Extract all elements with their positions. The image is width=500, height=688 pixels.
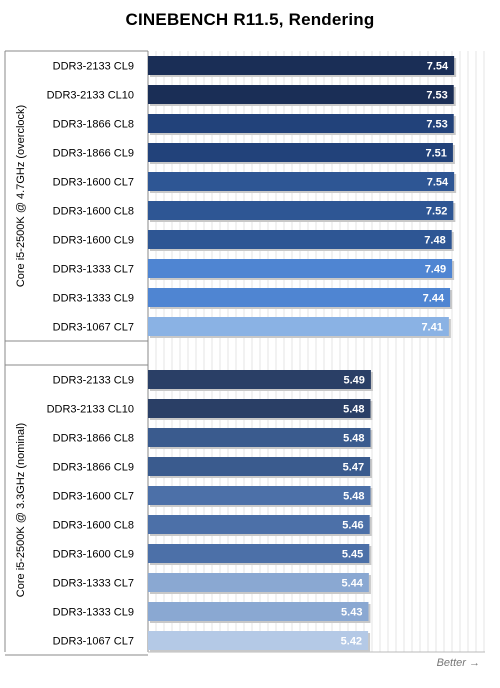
category-label: DDR3-1333 CL9 [53, 293, 134, 305]
better-label: Better [436, 657, 466, 669]
value-label: 5.45 [342, 549, 363, 561]
bar [148, 602, 369, 621]
bar [148, 56, 455, 75]
value-label: 7.51 [426, 148, 447, 160]
category-label: DDR3-1333 CL7 [53, 578, 134, 590]
value-label: 5.46 [342, 520, 363, 532]
category-label: DDR3-1333 CL9 [53, 607, 134, 619]
value-label: 5.48 [343, 491, 364, 503]
value-label: 7.41 [421, 322, 442, 334]
value-label: 7.54 [427, 61, 449, 73]
bar [148, 85, 454, 104]
bar [148, 399, 371, 418]
bar [148, 114, 454, 133]
bar [148, 317, 449, 336]
bar [148, 573, 369, 592]
category-label: DDR3-2133 CL9 [53, 375, 134, 387]
bar [148, 370, 371, 389]
bars [148, 56, 457, 652]
bar [148, 515, 370, 534]
value-label: 5.43 [341, 607, 362, 619]
bar [148, 486, 371, 505]
category-label: DDR3-1600 CL7 [53, 177, 134, 189]
bar [148, 457, 371, 476]
bar [148, 230, 452, 249]
category-label: DDR3-1600 CL9 [53, 549, 134, 561]
group-label: Core i5-2500K @ 3.3GHz (nominal) [15, 423, 27, 597]
value-label: 7.52 [426, 206, 447, 218]
value-label: 5.44 [341, 578, 363, 590]
category-label: DDR3-1866 CL9 [53, 462, 134, 474]
category-label: DDR3-1866 CL9 [53, 148, 134, 160]
value-label: 7.48 [424, 235, 445, 247]
category-label: DDR3-1866 CL8 [53, 433, 134, 445]
value-label: 7.53 [426, 119, 447, 131]
bar [148, 288, 451, 307]
category-label: DDR3-1866 CL8 [53, 119, 134, 131]
bar [148, 428, 371, 447]
arrow-right-icon: → [469, 657, 480, 669]
category-label: DDR3-1067 CL7 [53, 636, 134, 648]
labels: Core i5-2500K @ 4.7GHz (overclock) DDR3-2… [15, 61, 449, 648]
value-label: 7.49 [425, 264, 446, 276]
bar [148, 631, 369, 650]
value-label: 5.49 [343, 375, 364, 387]
category-label: DDR3-1600 CL9 [53, 235, 134, 247]
category-label: DDR3-1067 CL7 [53, 322, 134, 334]
value-label: 7.53 [426, 90, 447, 102]
bar [148, 143, 453, 162]
value-label: 5.48 [343, 404, 364, 416]
chart-title: CINEBENCH R11.5, Rendering [125, 10, 375, 29]
category-label: DDR3-1333 CL7 [53, 264, 134, 276]
value-label: 7.44 [423, 293, 445, 305]
category-label: DDR3-1600 CL8 [53, 206, 134, 218]
category-label: DDR3-1600 CL8 [53, 520, 134, 532]
bar [148, 201, 454, 220]
bar [148, 172, 455, 191]
value-label: 5.47 [343, 462, 364, 474]
category-label: DDR3-1600 CL7 [53, 491, 134, 503]
category-label: DDR3-2133 CL10 [47, 90, 134, 102]
bar [148, 544, 370, 563]
value-label: 7.54 [427, 177, 449, 189]
value-label: 5.48 [343, 433, 364, 445]
group-label: Core i5-2500K @ 4.7GHz (overclock) [15, 105, 27, 287]
category-label: DDR3-2133 CL9 [53, 61, 134, 73]
better-indicator: Better → [437, 657, 480, 669]
value-label: 5.42 [341, 636, 362, 648]
bar [148, 259, 453, 278]
category-label: DDR3-2133 CL10 [47, 404, 134, 416]
